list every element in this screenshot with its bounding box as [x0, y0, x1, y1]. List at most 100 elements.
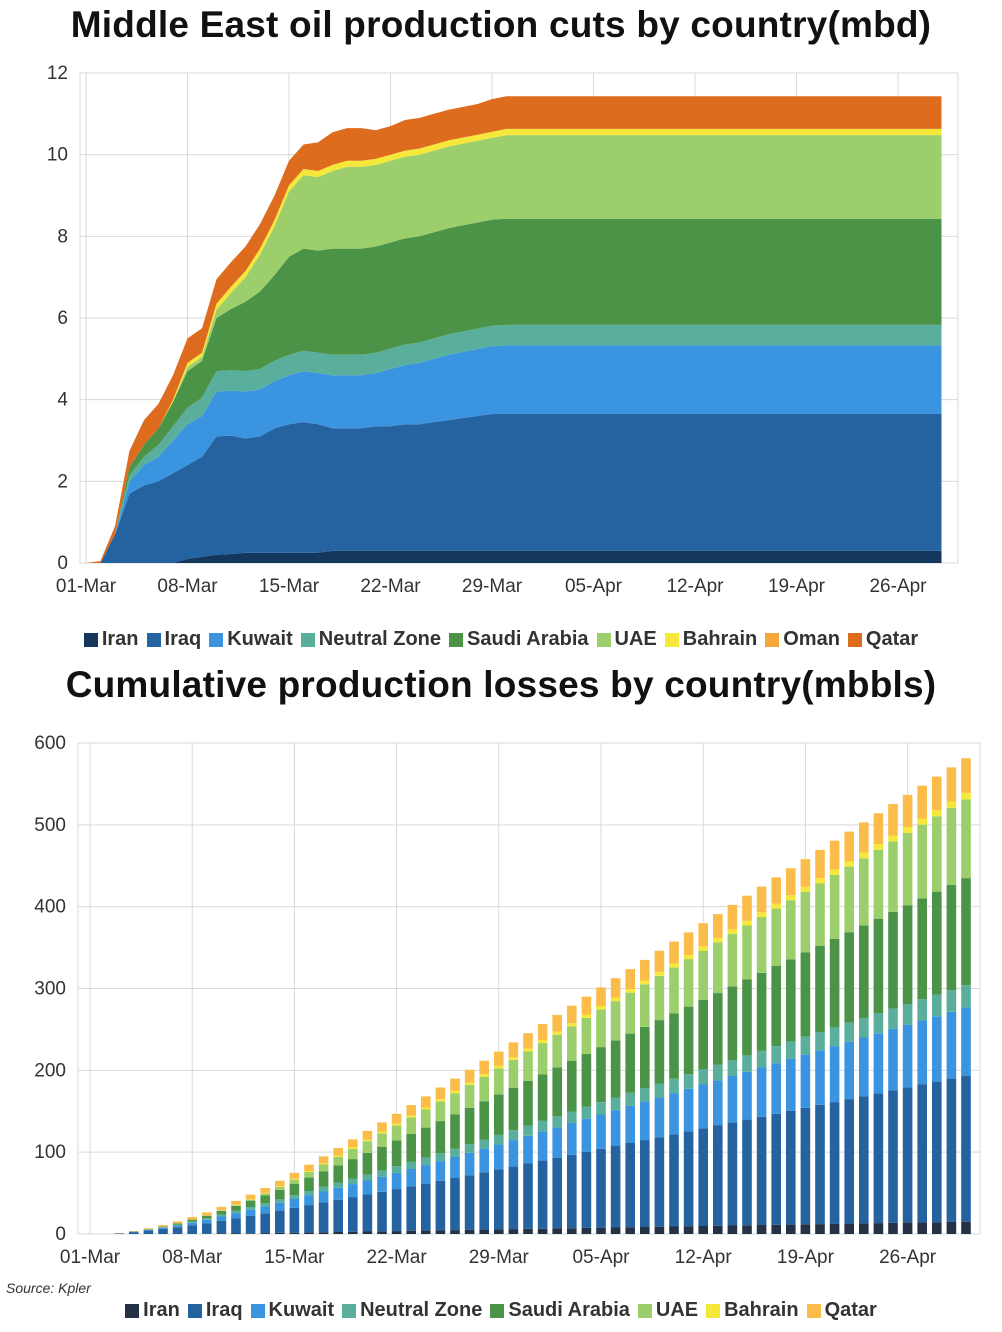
bar-kuwait: [231, 1213, 241, 1219]
bar-iraq: [260, 1213, 270, 1234]
bar-bahrain: [727, 929, 738, 934]
bar-saudi-arabia: [348, 1159, 358, 1179]
bar-uae: [523, 1051, 533, 1081]
bar-iraq: [742, 1119, 752, 1226]
legend-swatch-iran: [83, 632, 98, 647]
chart1-x-tick-label: 22-Mar: [360, 576, 421, 597]
bar-iran: [698, 1226, 708, 1234]
bar-uae: [406, 1117, 416, 1134]
legend-label-oman: Oman: [783, 628, 840, 650]
bar-bahrain: [888, 835, 898, 842]
bar-iraq: [610, 1146, 621, 1228]
legend-label-bahrain: Bahrain: [682, 628, 758, 650]
bar-qatar: [713, 914, 723, 938]
legend-swatch-bahrain: [706, 1303, 721, 1318]
bar-saudi-arabia: [946, 884, 957, 990]
area-series-iran: [86, 550, 942, 563]
chart2-legend: Iran Iraq Kuwait Neutral Zone Saudi Arabia UA…: [0, 1299, 1002, 1322]
bar-iraq: [275, 1210, 285, 1233]
bar-qatar: [362, 1130, 373, 1140]
bar-saudi-arabia: [245, 1200, 256, 1207]
bar-iraq: [421, 1183, 431, 1231]
bar-bahrain: [771, 903, 781, 909]
area-series-uae: [86, 135, 942, 563]
bar-kuwait: [479, 1148, 489, 1173]
bar-iraq: [304, 1205, 314, 1233]
bar-uae: [683, 959, 694, 1007]
bar-iraq: [172, 1227, 183, 1234]
bar-qatar: [640, 959, 650, 981]
bar-uae: [771, 908, 781, 966]
legend-label-iran: Iran: [143, 1299, 180, 1321]
bar-qatar: [348, 1139, 358, 1148]
bar-kuwait: [377, 1176, 387, 1192]
bar-neutral-zone: [815, 1032, 825, 1051]
bar-bahrain: [844, 861, 854, 867]
bar-uae: [231, 1205, 241, 1206]
bar-bahrain: [815, 878, 825, 884]
bar-iran: [391, 1231, 402, 1234]
bar-iran: [289, 1232, 300, 1234]
bar-neutral-zone: [946, 989, 957, 1012]
chart1-x-tick-label: 08-Mar: [157, 576, 218, 597]
bar-iran: [756, 1225, 767, 1234]
bar-neutral-zone: [756, 1050, 767, 1068]
bar-bahrain: [508, 1057, 519, 1060]
bar-kuwait: [202, 1219, 212, 1224]
bar-iraq: [216, 1220, 227, 1234]
bar-uae: [435, 1101, 446, 1122]
bar-bahrain: [786, 895, 796, 901]
bar-iraq: [581, 1151, 592, 1228]
bar-saudi-arabia: [464, 1107, 475, 1145]
bar-qatar: [698, 923, 708, 947]
bar-neutral-zone: [172, 1224, 183, 1226]
area-series-iraq: [86, 414, 942, 563]
bar-kuwait: [421, 1165, 431, 1184]
bar-iraq: [552, 1157, 562, 1229]
bar-iran: [377, 1231, 387, 1234]
bar-bahrain: [932, 810, 942, 817]
bar-neutral-zone: [640, 1088, 650, 1102]
bar-neutral-zone: [888, 1008, 898, 1029]
bar-neutral-zone: [537, 1120, 548, 1132]
bar-neutral-zone: [245, 1207, 256, 1210]
bar-uae: [479, 1076, 489, 1102]
bar-neutral-zone: [844, 1022, 854, 1042]
bar-bahrain: [567, 1023, 577, 1027]
bar-iraq: [348, 1197, 358, 1232]
bar-saudi-arabia: [552, 1067, 562, 1117]
bar-iraq: [333, 1199, 343, 1232]
bar-qatar: [275, 1180, 285, 1187]
bar-bahrain: [348, 1147, 358, 1149]
bar-iraq: [494, 1169, 504, 1230]
bar-qatar: [654, 950, 665, 972]
bar-saudi-arabia: [158, 1226, 168, 1228]
bar-saudi-arabia: [742, 979, 752, 1056]
bar-iran: [333, 1232, 343, 1234]
bar-kuwait: [683, 1088, 694, 1132]
chart2-x-tick-label: 29-Mar: [469, 1247, 530, 1268]
bar-uae: [888, 841, 898, 912]
bar-neutral-zone: [494, 1134, 504, 1145]
legend-swatch-kuwait: [250, 1303, 265, 1318]
bar-uae: [421, 1109, 431, 1128]
bar-saudi-arabia: [391, 1140, 402, 1167]
bar-uae: [844, 866, 854, 933]
bar-saudi-arabia: [187, 1219, 197, 1222]
bar-neutral-zone: [202, 1218, 212, 1220]
bar-kuwait: [756, 1067, 767, 1117]
bar-iraq: [523, 1163, 533, 1229]
bar-kuwait: [859, 1037, 869, 1097]
bar-bahrain: [275, 1186, 285, 1187]
legend-swatch-neutral-zone: [342, 1303, 357, 1318]
chart2-x-tick-label: 19-Apr: [777, 1247, 835, 1268]
legend-swatch-iran: [125, 1303, 140, 1318]
chart1-y-tick-label: 2: [57, 471, 68, 492]
bar-neutral-zone: [771, 1046, 781, 1064]
bar-bahrain: [289, 1178, 300, 1180]
bar-kuwait: [318, 1191, 329, 1203]
bar-saudi-arabia: [318, 1171, 329, 1187]
bar-iran: [567, 1228, 577, 1234]
bar-saudi-arabia: [508, 1087, 519, 1131]
bar-bahrain: [245, 1199, 256, 1200]
